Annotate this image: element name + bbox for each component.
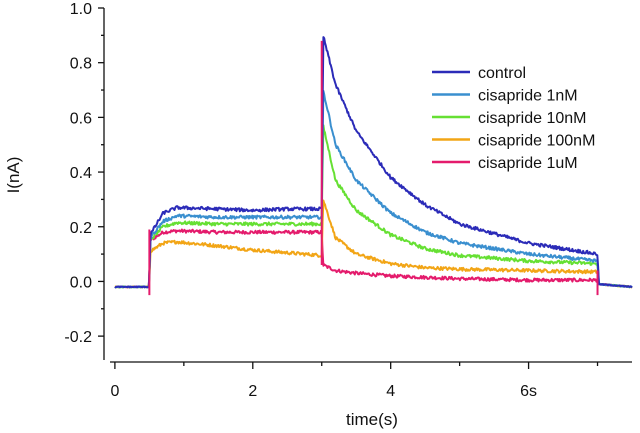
legend-label-cisapride-1nm: cisapride 1nM xyxy=(478,88,578,105)
series-line-cisapride-1um xyxy=(114,228,633,289)
x-tick-label: 2 xyxy=(248,383,257,400)
x-tick-label: 4 xyxy=(386,383,395,400)
legend-label-control: control xyxy=(478,65,526,82)
axes: -0.2 0.0 0.2 0.4 0.6 0.8 1.0 0 2 4 6s xyxy=(64,1,632,400)
y-tick-label: 0.2 xyxy=(70,220,92,237)
y-axis-title: I(nA) xyxy=(4,157,23,194)
x-tick-label: 6s xyxy=(520,383,537,400)
series-line-control xyxy=(114,36,633,289)
plot-area xyxy=(114,36,633,296)
legend-label-cisapride-100nm: cisapride 100nM xyxy=(478,133,595,150)
y-tick-label: 0.6 xyxy=(70,110,92,127)
legend-label-cisapride-1um: cisapride 1uM xyxy=(478,155,578,172)
legend-label-cisapride-10nm: cisapride 10nM xyxy=(478,110,587,127)
y-tick-label: 0.8 xyxy=(70,56,92,73)
x-axis-title: time(s) xyxy=(346,410,398,429)
series-line-cisapride-1nm xyxy=(114,89,633,289)
series-line-cisapride-10nm xyxy=(114,124,633,289)
x-tick-label: 0 xyxy=(110,383,119,400)
y-tick-label: -0.2 xyxy=(64,329,92,346)
series-line-cisapride-100nm xyxy=(114,199,633,289)
legend: control cisapride 1nM cisapride 10nM cisapr… xyxy=(432,65,595,172)
y-tick-label: 0.4 xyxy=(70,165,92,182)
y-tick-label: 1.0 xyxy=(70,1,92,18)
y-tick-label: 0.0 xyxy=(70,274,92,291)
